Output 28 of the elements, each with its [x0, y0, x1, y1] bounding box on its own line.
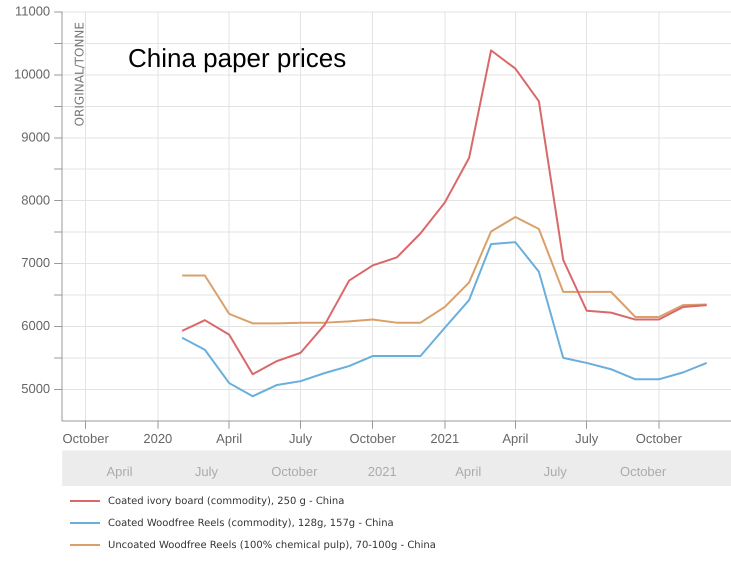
x-tick-label: April: [216, 431, 242, 446]
x-tick-label: 2020: [143, 431, 172, 446]
x-tick-label: October: [350, 431, 396, 446]
x-tick-label: October: [62, 431, 110, 446]
x-tick-label: April: [502, 431, 528, 446]
y-axis-title: ORIGINAL/TONNE: [72, 22, 86, 126]
legend-label: Uncoated Woodfree Reels (100% chemical pulp), 70-100g - China: [108, 540, 436, 550]
x2-tick-label: April: [455, 464, 482, 479]
y-tick-label: 5000: [21, 380, 50, 396]
text: China paper prices: [128, 43, 346, 74]
y-tick-label: 8000: [21, 192, 50, 208]
y-tick-label: 10000: [14, 66, 50, 82]
x2-tick-label: 2021: [368, 464, 397, 479]
x-tick-label: October: [636, 431, 683, 446]
x-tick-label: July: [575, 431, 599, 446]
x2-tick-label: July: [544, 464, 568, 479]
x-tick-label: 2021: [430, 431, 460, 446]
legend-label: Coated ivory board (commodity), 250 g - China: [108, 496, 344, 506]
y-tick-label: 6000: [21, 318, 50, 334]
x2-tick-label: April: [106, 464, 133, 479]
legend-label: Coated Woodfree Reels (commodity), 128g, 157g - China: [108, 518, 394, 528]
x2-tick-label: October: [620, 464, 667, 479]
x-tick-label: July: [288, 431, 313, 446]
x2-tick-label: July: [194, 464, 218, 479]
y-tick-label: 11000: [14, 4, 50, 19]
x2-tick-label: October: [271, 464, 318, 479]
y-tick-label: 7000: [21, 255, 50, 270]
y-tick-label: 9000: [21, 129, 50, 144]
